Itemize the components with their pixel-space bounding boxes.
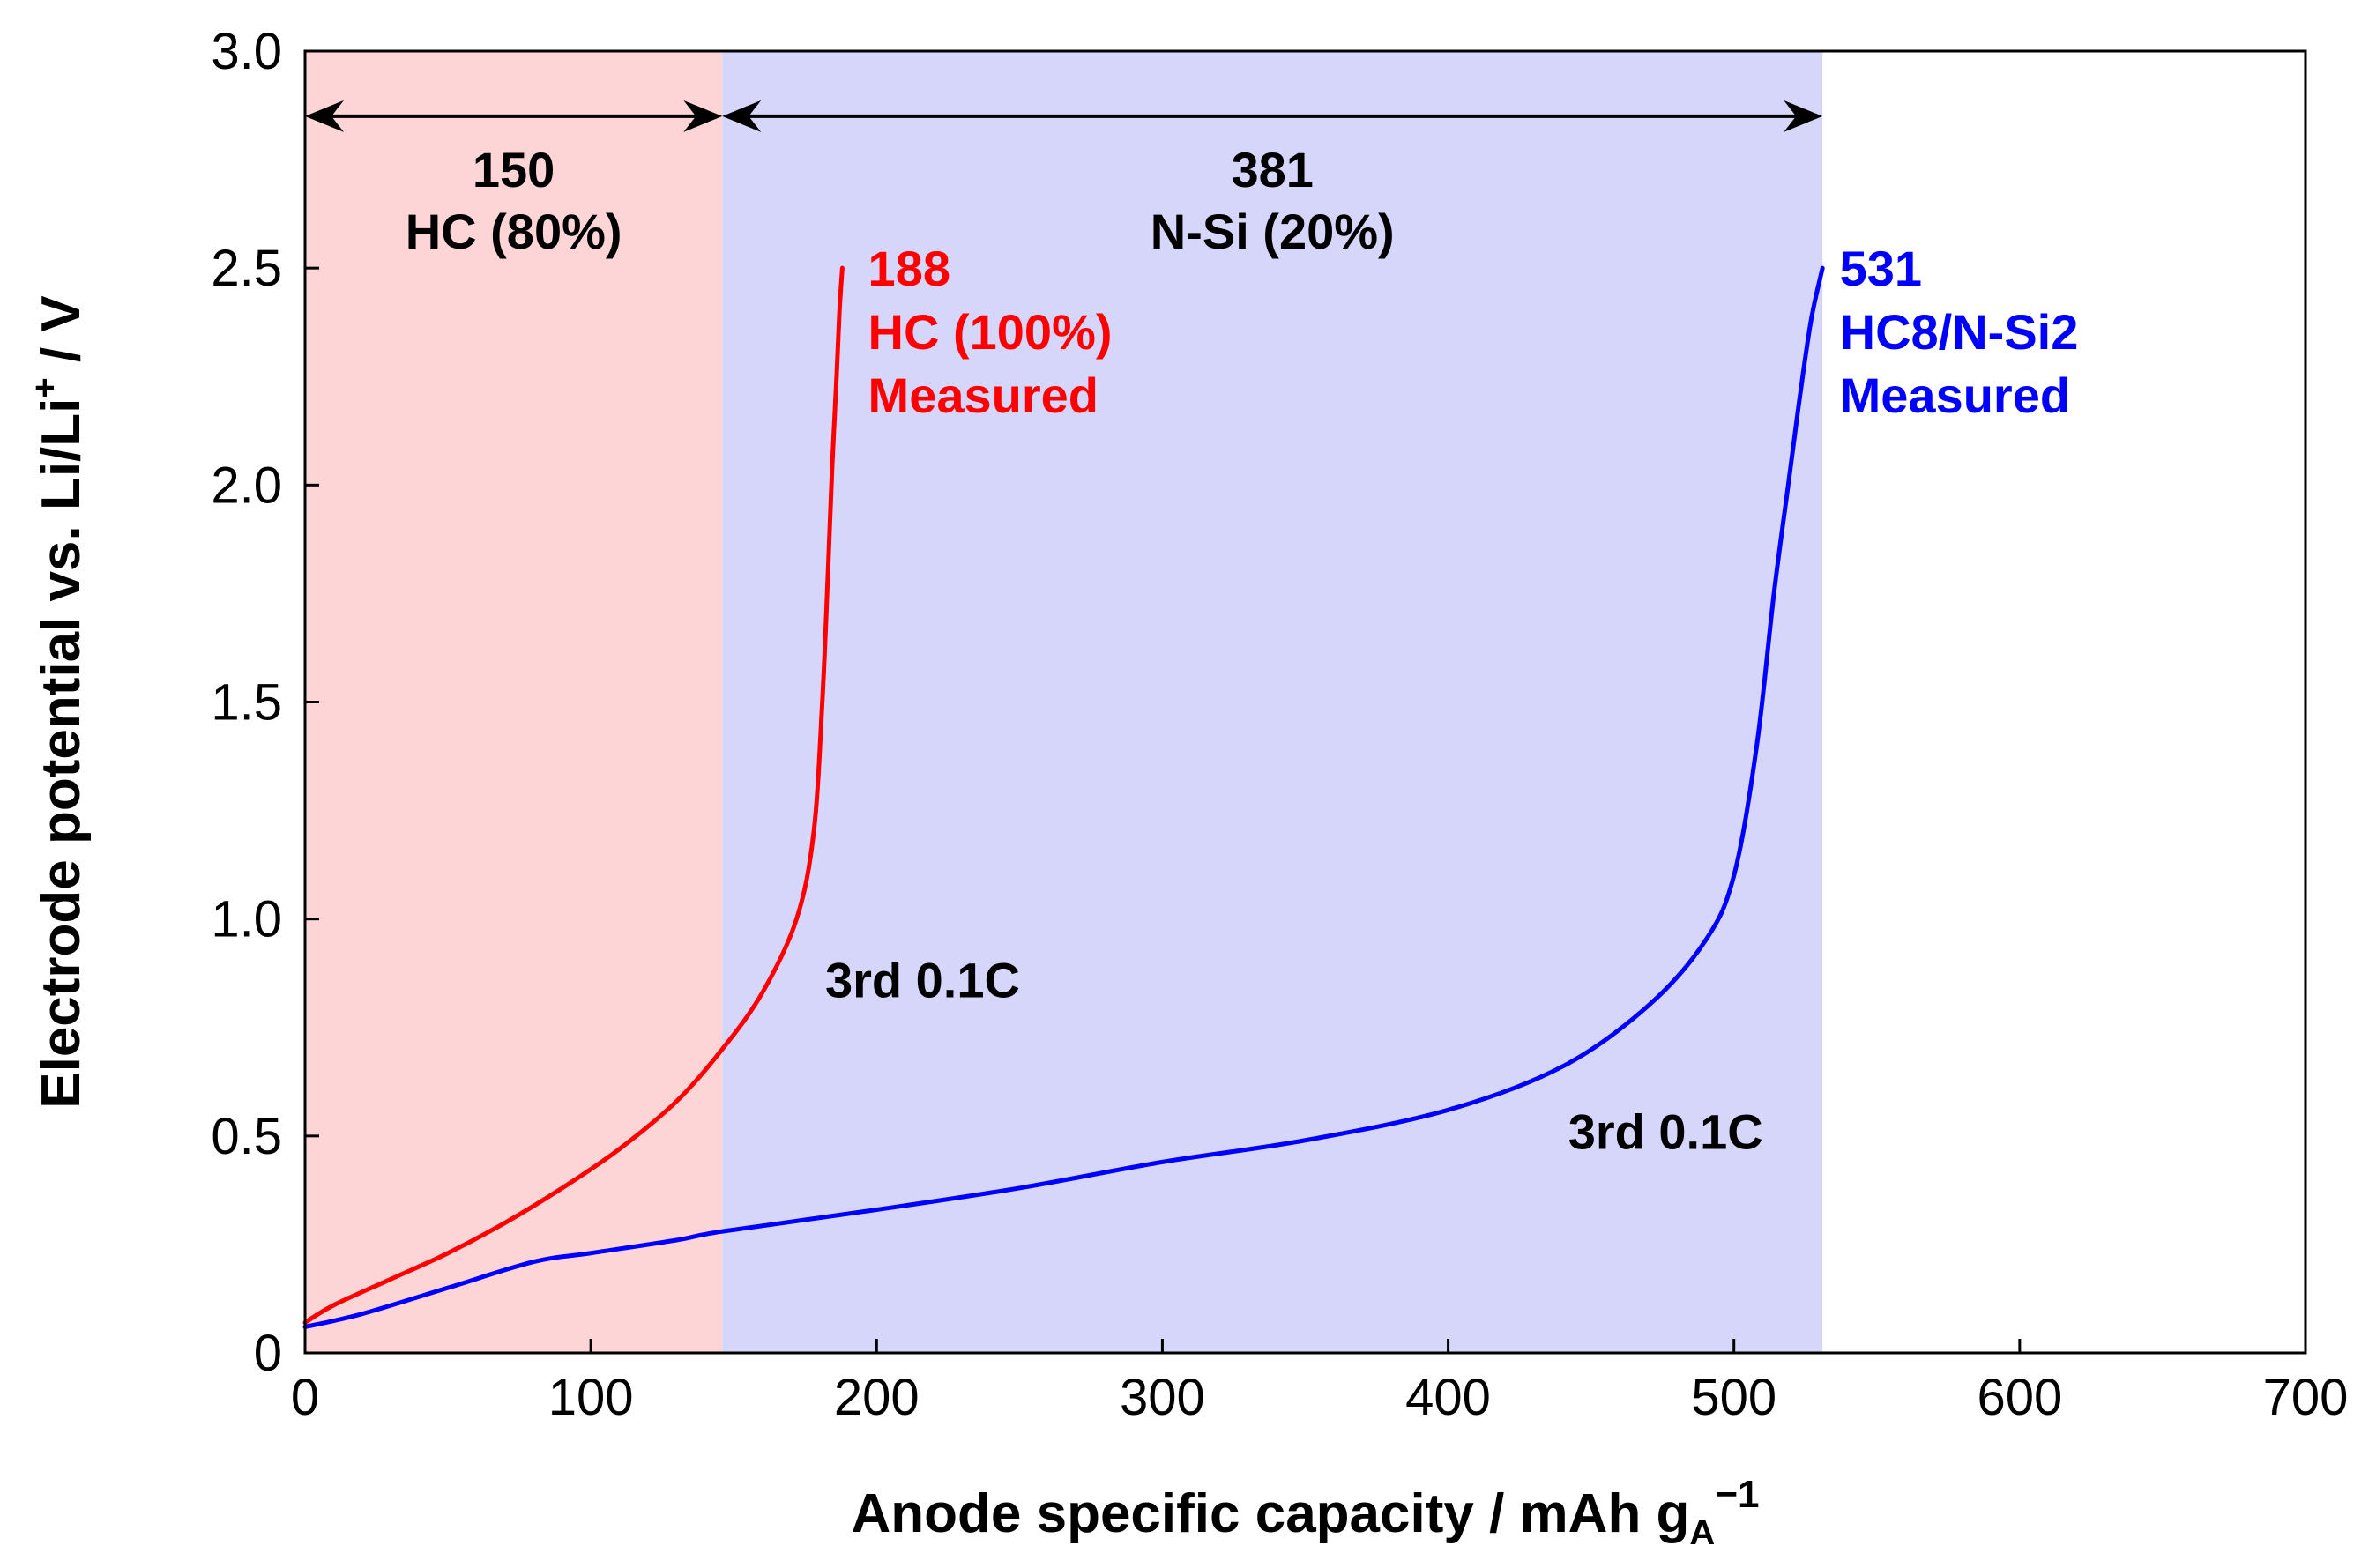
x-axis-title-main: Anode specific capacity / mAh g bbox=[852, 1483, 1690, 1544]
annotation-line: 3rd 0.1C bbox=[825, 952, 1020, 1007]
x-tick-label: 700 bbox=[2263, 1369, 2349, 1426]
annotation-blend-capacity: 531 HC8/N-Si2 Measured bbox=[1840, 241, 2079, 423]
y-axis-title-tail: / V bbox=[31, 295, 92, 377]
y-tick-label: 2.5 bbox=[211, 240, 282, 297]
y-axis-title-main: Electrode potential vs. Li/Li bbox=[31, 398, 92, 1109]
arrow-head-left bbox=[305, 100, 344, 132]
annotation-line: HC8/N-Si2 bbox=[1840, 304, 2079, 360]
x-tick-label: 0 bbox=[291, 1369, 319, 1426]
annotation-line: Measured bbox=[1840, 368, 2070, 423]
annotation-hc-capacity: 188 HC (100%) Measured bbox=[868, 241, 1113, 423]
x-tick-label: 100 bbox=[548, 1369, 634, 1426]
annotation-line: HC (100%) bbox=[868, 304, 1113, 360]
region-1 bbox=[722, 51, 1823, 1353]
annotation-line: Measured bbox=[868, 368, 1099, 423]
span-label: HC (80%) bbox=[406, 204, 622, 259]
y-tick-label: 1.0 bbox=[211, 891, 282, 948]
series-line-0 bbox=[302, 265, 845, 1326]
span-arrow-hc-span: 150 HC (80%) bbox=[305, 100, 723, 259]
x-tick-label: 400 bbox=[1405, 1369, 1491, 1426]
annotation-line: 188 bbox=[868, 241, 950, 296]
x-tick-label: 600 bbox=[1977, 1369, 2062, 1426]
axis-ticks: 0 100 200 300 400 500 600 700 0 0.5 1.0 1.5 2.0 2.5 3.… bbox=[211, 23, 2348, 1426]
x-axis-title-sub: A bbox=[1689, 1513, 1715, 1552]
arrow-head-right bbox=[683, 100, 723, 132]
y-tick-label: 0.5 bbox=[211, 1108, 282, 1165]
span-label: N-Si (20%) bbox=[1151, 204, 1395, 259]
annotation-blend-cycle: 3rd 0.1C bbox=[1568, 1104, 1763, 1160]
span-value: 150 bbox=[473, 142, 555, 197]
span-arrow-nsi-span: 381 N-Si (20%) bbox=[722, 100, 1823, 259]
annotations: 188 HC (100%) Measured 531 HC8/N-Si2 Measured… bbox=[825, 241, 2078, 1160]
x-axis-title: Anode specific capacity / mAh gA−1 bbox=[852, 1473, 1760, 1552]
y-tick-label: 2.0 bbox=[211, 457, 282, 514]
series-lines bbox=[302, 265, 1825, 1329]
span-arrows: 150 HC (80%) 381 N-Si (20%) bbox=[305, 100, 1823, 259]
y-tick-label: 0 bbox=[254, 1325, 282, 1382]
x-tick-label: 300 bbox=[1120, 1369, 1205, 1426]
region-0 bbox=[305, 51, 723, 1353]
y-tick-label: 3.0 bbox=[211, 23, 282, 80]
annotation-hc-cycle: 3rd 0.1C bbox=[825, 952, 1020, 1007]
arrow-head-right bbox=[1784, 100, 1823, 132]
annotation-line: 3rd 0.1C bbox=[1568, 1104, 1763, 1160]
shaded-regions bbox=[305, 51, 1823, 1353]
y-axis-title: Electrode potential vs. Li/Li+ / V bbox=[26, 295, 92, 1109]
arrow-head-left bbox=[722, 100, 762, 132]
y-tick-label: 1.5 bbox=[211, 674, 282, 732]
x-tick-label: 200 bbox=[834, 1369, 920, 1426]
y-axis-title-sup: + bbox=[26, 377, 64, 398]
annotation-line: 531 bbox=[1840, 241, 1922, 296]
series-line-1 bbox=[302, 265, 1825, 1329]
x-tick-label: 500 bbox=[1691, 1369, 1776, 1426]
span-value: 381 bbox=[1232, 142, 1314, 197]
x-axis-title-sup: −1 bbox=[1715, 1473, 1759, 1516]
